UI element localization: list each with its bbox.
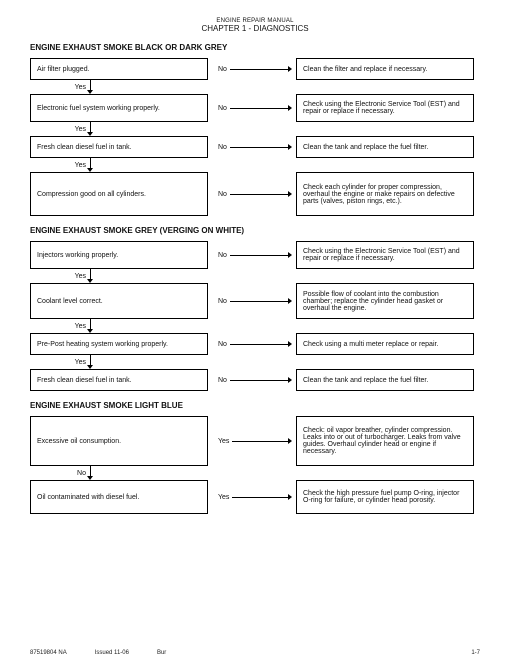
page-footer: 87519804 NA Issued 11-06 Bur 1-7 bbox=[30, 650, 480, 656]
footer-code: 87519804 NA bbox=[30, 650, 67, 656]
page: ENGINE REPAIR MANUAL CHAPTER 1 - DIAGNOS… bbox=[0, 0, 510, 664]
action-box: Check each cylinder for proper compressi… bbox=[296, 172, 474, 216]
branch-connector: No bbox=[208, 58, 296, 80]
question-box: Pre-Post heating system working properly… bbox=[30, 333, 208, 355]
flow-step: Excessive oil consumption. Yes Check: oil … bbox=[30, 416, 480, 466]
down-connector: Yes bbox=[30, 80, 208, 94]
branch-label: No bbox=[218, 252, 227, 259]
flowchart: Air filter plugged. No Clean the filter an… bbox=[30, 58, 480, 216]
down-label: Yes bbox=[30, 359, 90, 366]
question-box: Compression good on all cylinders. bbox=[30, 172, 208, 216]
question-box: Injectors working properly. bbox=[30, 241, 208, 269]
question-box: Fresh clean diesel fuel in tank. bbox=[30, 369, 208, 391]
down-label: Yes bbox=[30, 162, 90, 169]
question-box: Fresh clean diesel fuel in tank. bbox=[30, 136, 208, 158]
flow-step: Electronic fuel system working properly.… bbox=[30, 94, 480, 122]
down-connector: Yes bbox=[30, 319, 208, 333]
section-title: ENGINE EXHAUST SMOKE BLACK OR DARK GREY bbox=[30, 43, 480, 52]
branch-connector: Yes bbox=[208, 480, 296, 514]
flow-step: Air filter plugged. No Clean the filter an… bbox=[30, 58, 480, 80]
branch-connector: No bbox=[208, 241, 296, 269]
section-title: ENGINE EXHAUST SMOKE GREY (VERGING ON WH… bbox=[30, 226, 480, 235]
flow-step: Injectors working properly. No Check using… bbox=[30, 241, 480, 269]
flowchart: Injectors working properly. No Check using… bbox=[30, 241, 480, 391]
question-box: Oil contaminated with diesel fuel. bbox=[30, 480, 208, 514]
action-box: Check using the Electronic Service Tool … bbox=[296, 94, 474, 122]
branch-label: No bbox=[218, 191, 227, 198]
branch-label: No bbox=[218, 377, 227, 384]
branch-connector: No bbox=[208, 333, 296, 355]
flow-step: Fresh clean diesel fuel in tank. No Clean … bbox=[30, 136, 480, 158]
action-box: Check using a multi meter replace or rep… bbox=[296, 333, 474, 355]
sections-container: ENGINE EXHAUST SMOKE BLACK OR DARK GREY A… bbox=[30, 43, 480, 514]
flowchart: Excessive oil consumption. Yes Check: oil … bbox=[30, 416, 480, 514]
branch-label: No bbox=[218, 298, 227, 305]
branch-connector: No bbox=[208, 369, 296, 391]
branch-label: Yes bbox=[218, 494, 229, 501]
down-connector: Yes bbox=[30, 122, 208, 136]
branch-connector: No bbox=[208, 283, 296, 319]
branch-connector: No bbox=[208, 94, 296, 122]
question-box: Coolant level correct. bbox=[30, 283, 208, 319]
question-box: Electronic fuel system working properly. bbox=[30, 94, 208, 122]
question-box: Air filter plugged. bbox=[30, 58, 208, 80]
branch-connector: No bbox=[208, 172, 296, 216]
action-box: Clean the tank and replace the fuel filt… bbox=[296, 369, 474, 391]
branch-label: No bbox=[218, 341, 227, 348]
branch-connector: No bbox=[208, 136, 296, 158]
down-connector: Yes bbox=[30, 269, 208, 283]
question-box: Excessive oil consumption. bbox=[30, 416, 208, 466]
section-title: ENGINE EXHAUST SMOKE LIGHT BLUE bbox=[30, 401, 480, 410]
action-box: Check the high pressure fuel pump O-ring… bbox=[296, 480, 474, 514]
action-box: Possible flow of coolant into the combus… bbox=[296, 283, 474, 319]
down-connector: Yes bbox=[30, 158, 208, 172]
branch-label: No bbox=[218, 105, 227, 112]
down-label: Yes bbox=[30, 126, 90, 133]
down-label: Yes bbox=[30, 273, 90, 280]
down-label: Yes bbox=[30, 323, 90, 330]
chapter-title: CHAPTER 1 - DIAGNOSTICS bbox=[30, 24, 480, 33]
down-label: Yes bbox=[30, 84, 90, 91]
flow-step: Coolant level correct. No Possible flow of… bbox=[30, 283, 480, 319]
branch-label: Yes bbox=[218, 438, 229, 445]
flow-step: Pre-Post heating system working properly… bbox=[30, 333, 480, 355]
action-box: Clean the filter and replace if necessar… bbox=[296, 58, 474, 80]
down-label: No bbox=[30, 470, 90, 477]
action-box: Clean the tank and replace the fuel filt… bbox=[296, 136, 474, 158]
branch-label: No bbox=[218, 66, 227, 73]
footer-page: 1-7 bbox=[471, 650, 480, 656]
branch-label: No bbox=[218, 144, 227, 151]
branch-connector: Yes bbox=[208, 416, 296, 466]
footer-issued: Issued 11-06 bbox=[95, 650, 129, 656]
flow-step: Oil contaminated with diesel fuel. Yes Che… bbox=[30, 480, 480, 514]
flow-step: Compression good on all cylinders. No Chec… bbox=[30, 172, 480, 216]
down-connector: Yes bbox=[30, 355, 208, 369]
action-box: Check using the Electronic Service Tool … bbox=[296, 241, 474, 269]
action-box: Check: oil vapor breather, cylinder comp… bbox=[296, 416, 474, 466]
flow-step: Fresh clean diesel fuel in tank. No Clean … bbox=[30, 369, 480, 391]
down-connector: No bbox=[30, 466, 208, 480]
footer-who: Bur bbox=[157, 650, 166, 656]
